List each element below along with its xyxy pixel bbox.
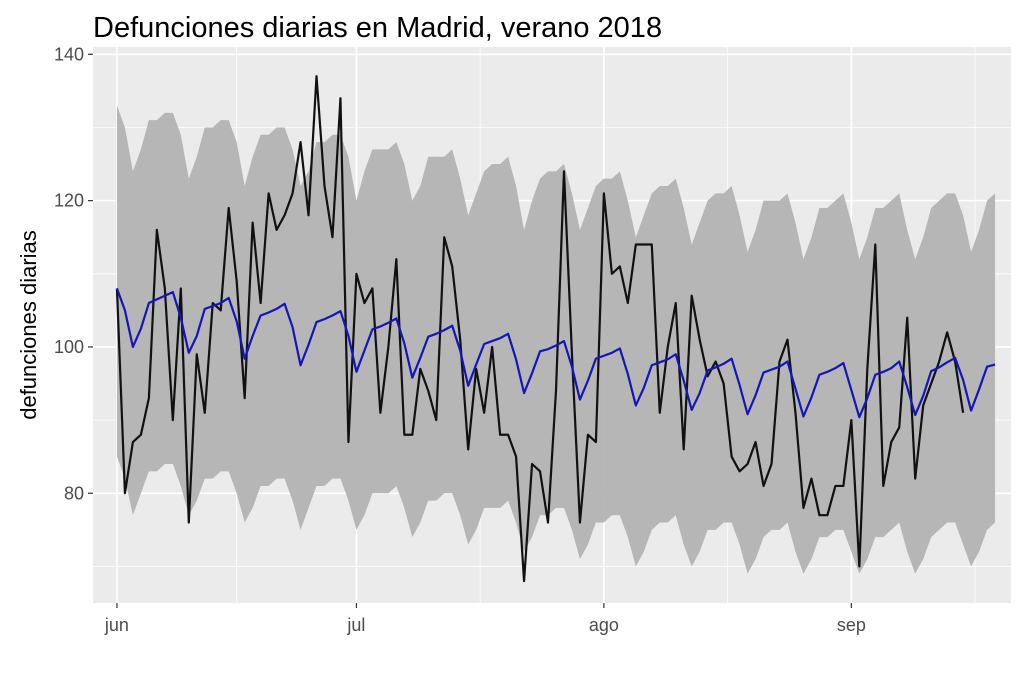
x-axis: jun jul ago sep (104, 603, 866, 635)
x-tick-label: jun (104, 615, 129, 635)
x-tick-label: jul (346, 615, 365, 635)
series-lines (115, 75, 996, 583)
x-tick-label: ago (589, 615, 619, 635)
y-axis-title: defunciones diarias (16, 230, 41, 420)
observed-deaths-line (115, 75, 965, 583)
y-tick-label: 100 (54, 337, 84, 357)
chart-title: Defunciones diarias en Madrid, verano 20… (93, 12, 662, 44)
x-tick-label: sep (837, 615, 866, 635)
band-area (116, 105, 996, 574)
y-tick-label: 140 (54, 44, 84, 64)
expected-range-band (116, 105, 996, 574)
y-tick-label: 120 (54, 191, 84, 211)
y-axis: 80 100 120 140 (54, 44, 93, 503)
y-tick-label: 80 (64, 483, 84, 503)
expected-deaths-line (115, 288, 996, 419)
